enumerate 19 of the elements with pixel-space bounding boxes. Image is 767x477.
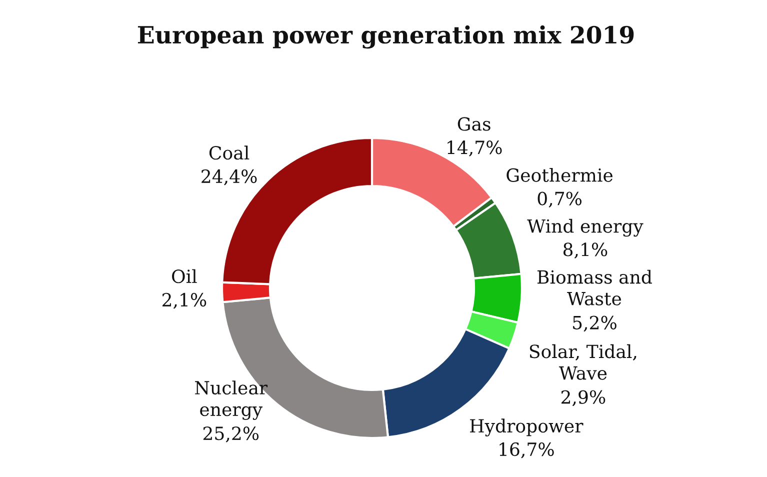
data-label: 2,9% <box>561 390 606 406</box>
slice-label: Geothermie <box>506 168 613 182</box>
slice-label: Coal <box>209 146 250 160</box>
slice-label: Hydropower <box>470 418 584 436</box>
data-label: 2,1% <box>162 292 206 309</box>
slice-label: Wind energy <box>527 218 644 237</box>
data-label: 5,2% <box>573 316 616 332</box>
slice-label: Nuclear energy <box>195 380 268 420</box>
data-label: 14,7% <box>448 140 502 156</box>
data-label: 8,1% <box>563 242 608 259</box>
slice-label: Gas <box>458 117 490 131</box>
data-label: 24,4% <box>202 169 257 186</box>
data-label: 0,7% <box>538 192 582 208</box>
slice-label: Solar, Tidal, Wave <box>530 344 636 380</box>
data-label: 16,7% <box>500 442 554 458</box>
slice-label: Biomass and Waste <box>537 270 652 306</box>
data-label: 25,2% <box>203 426 259 442</box>
chart-title: European power generation mix 2019 <box>138 25 634 49</box>
slice-label: Oil <box>172 269 197 284</box>
